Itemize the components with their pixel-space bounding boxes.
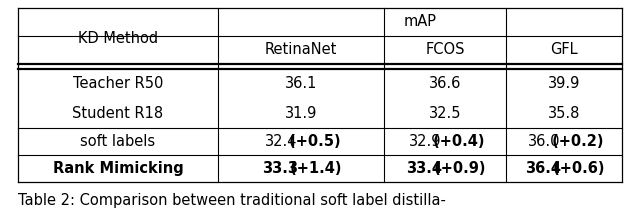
- Text: 32.5: 32.5: [429, 105, 461, 120]
- Text: Teacher R50: Teacher R50: [73, 76, 163, 91]
- Text: (+1.4): (+1.4): [285, 161, 341, 176]
- Text: (+0.5): (+0.5): [284, 134, 341, 149]
- Text: mAP: mAP: [403, 15, 436, 30]
- Text: Rank Mimicking: Rank Mimicking: [52, 161, 184, 176]
- Text: 32.4: 32.4: [264, 134, 297, 149]
- Text: 33.4: 33.4: [406, 161, 442, 176]
- Text: 36.1: 36.1: [285, 76, 317, 91]
- Text: 32.9: 32.9: [408, 134, 441, 149]
- Text: GFL: GFL: [550, 43, 578, 58]
- Text: Table 2: Comparison between traditional soft label distilla-: Table 2: Comparison between traditional …: [18, 192, 446, 207]
- Text: Student R18: Student R18: [72, 105, 164, 120]
- Text: soft labels: soft labels: [81, 134, 156, 149]
- Text: FCOS: FCOS: [425, 43, 465, 58]
- Text: 39.9: 39.9: [548, 76, 580, 91]
- Text: 36.0: 36.0: [527, 134, 560, 149]
- Text: KD Method: KD Method: [78, 31, 158, 46]
- Text: 33.3: 33.3: [262, 161, 298, 176]
- Text: (+0.9): (+0.9): [429, 161, 485, 176]
- Text: RetinaNet: RetinaNet: [265, 43, 337, 58]
- Text: 36.4: 36.4: [525, 161, 561, 176]
- Text: 35.8: 35.8: [548, 105, 580, 120]
- Text: 31.9: 31.9: [285, 105, 317, 120]
- Text: (+0.2): (+0.2): [547, 134, 604, 149]
- Text: (+0.6): (+0.6): [548, 161, 604, 176]
- Text: (+0.4): (+0.4): [428, 134, 485, 149]
- Text: 36.6: 36.6: [429, 76, 461, 91]
